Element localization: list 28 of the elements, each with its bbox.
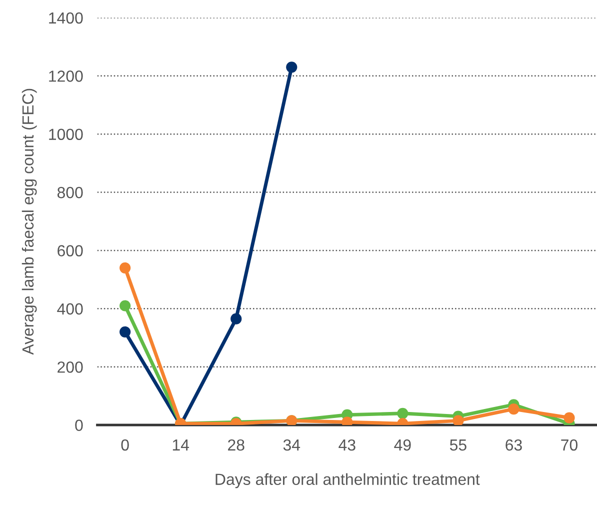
- point: [120, 326, 131, 338]
- point: [230, 313, 242, 324]
- y-tick-label: 600: [58, 245, 83, 256]
- x-tick-label: 63: [506, 439, 522, 451]
- point: [120, 300, 131, 312]
- point: [452, 415, 464, 426]
- x-tick-label: 43: [338, 439, 356, 451]
- x-tick-label: 49: [394, 439, 411, 451]
- y-tick-label: 1200: [49, 70, 83, 82]
- y-tick-label: 1000: [49, 128, 83, 140]
- x-tick-label: 0: [121, 439, 129, 451]
- point: [397, 408, 408, 419]
- x-tick-label: 28: [228, 439, 244, 451]
- point: [286, 62, 298, 73]
- point: [508, 403, 520, 415]
- y-axis-title: Average lamb faecal egg count (FEC): [22, 88, 37, 355]
- x-tick-label: 14: [172, 440, 190, 451]
- x-tick-label: 55: [450, 440, 466, 451]
- y-tick-label: 1400: [49, 12, 83, 24]
- y-tick-label: 0: [75, 420, 83, 431]
- y-tick-label: 400: [57, 303, 83, 315]
- x-tick-label: 34: [283, 439, 300, 451]
- x-axis-title: Days after oral anthelmintic treatment: [216, 473, 480, 488]
- y-tick-label: 200: [58, 361, 83, 373]
- point: [120, 262, 131, 274]
- y-tick-label: 800: [57, 186, 83, 198]
- x-tick-label: 70: [561, 439, 578, 451]
- point: [564, 412, 575, 424]
